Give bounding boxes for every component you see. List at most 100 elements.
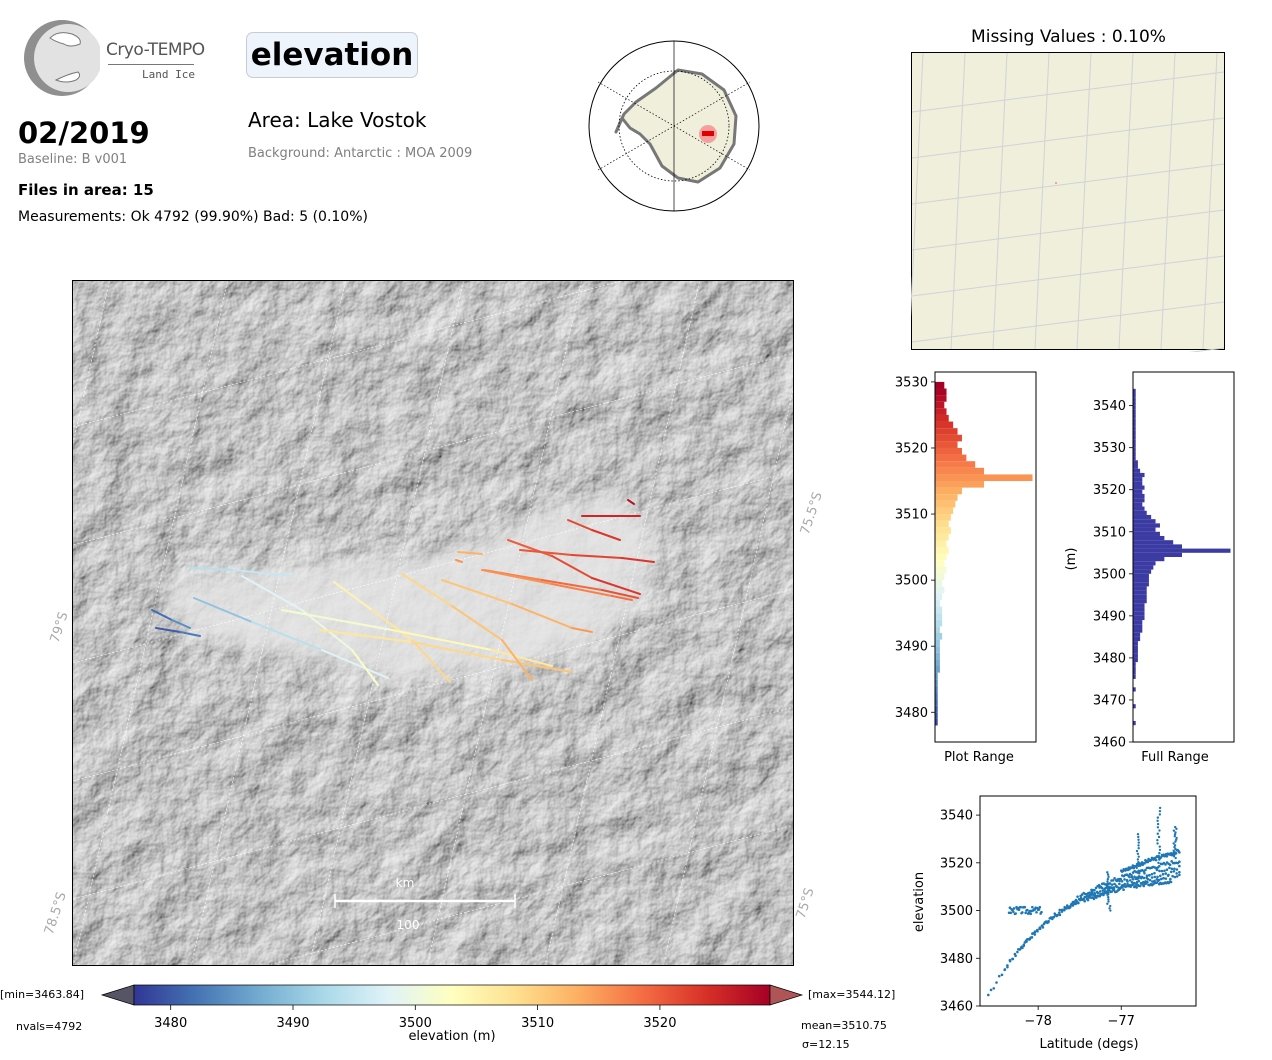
full-range-bar xyxy=(1133,460,1138,465)
scatter-point xyxy=(1172,870,1176,873)
scatter-point xyxy=(1137,847,1140,850)
plot-range-bar xyxy=(935,679,938,686)
scatter-point xyxy=(1107,875,1110,879)
track-8-segment xyxy=(401,573,453,607)
scatter-point xyxy=(1045,920,1048,923)
plot-range-ytick-label: 3510 xyxy=(895,508,928,523)
track-3-segment xyxy=(189,567,235,571)
scatter-point xyxy=(1173,845,1176,849)
scatter-point xyxy=(1037,908,1041,911)
track-16-segment xyxy=(591,529,621,541)
full-range-bar xyxy=(1133,481,1143,486)
plot-range-bar xyxy=(935,712,938,719)
scatter-point xyxy=(1047,919,1050,923)
missing-map-parallel xyxy=(911,209,1225,251)
track-1-segment xyxy=(179,631,201,637)
scatter-point xyxy=(1107,900,1110,903)
full-range-bar xyxy=(1133,599,1147,604)
scatter-point xyxy=(1098,890,1102,893)
scatter-point xyxy=(1128,879,1132,882)
track-2-segment xyxy=(251,621,323,651)
scatter-point xyxy=(987,993,990,997)
scatter-point xyxy=(1150,876,1154,879)
scatter-point xyxy=(1058,908,1062,912)
scatter-point xyxy=(1156,839,1159,842)
scatter-point xyxy=(1123,882,1127,886)
scatter-point xyxy=(1086,898,1090,902)
scatter-point xyxy=(1165,868,1169,871)
scatter-xtick-label: −77 xyxy=(1108,1014,1135,1029)
scatter-point xyxy=(1108,882,1112,885)
scatter-point xyxy=(1164,863,1167,866)
full-range-bar xyxy=(1133,561,1156,566)
scatter-point xyxy=(995,981,998,984)
scatter-point xyxy=(1023,905,1027,909)
track-13-segment xyxy=(481,569,553,585)
plot-range-bar xyxy=(935,626,940,633)
scatter-point xyxy=(1137,844,1140,847)
scatter-point xyxy=(1029,912,1032,916)
plot-range-bar xyxy=(935,381,945,389)
full-range-bar xyxy=(1133,443,1136,448)
full-range-ytick-label: 3480 xyxy=(1093,651,1126,666)
max-value-label: [max=3544.12] xyxy=(808,988,896,1001)
full-range-bar xyxy=(1133,578,1149,583)
full-range-bar xyxy=(1133,489,1143,494)
scatter-point xyxy=(1172,855,1176,858)
track-5-segment xyxy=(333,581,373,611)
scatter-point xyxy=(1158,845,1161,848)
track-3-segment xyxy=(233,569,293,577)
scatter-point xyxy=(1093,888,1096,892)
scatter-point xyxy=(1085,895,1089,898)
missing-map-meridian xyxy=(1076,52,1092,350)
plot-range-bar xyxy=(935,652,940,660)
colorbar-tick-label: 3510 xyxy=(521,1016,554,1031)
scatter-point xyxy=(1173,844,1177,847)
scatter-point xyxy=(1154,858,1158,862)
plot-range-bar xyxy=(935,474,1033,482)
scatter-point xyxy=(1173,825,1177,829)
plot-range-bar xyxy=(935,520,949,528)
scatter-point xyxy=(1076,895,1079,898)
plot-range-xlabel: Plot Range xyxy=(944,750,1014,765)
scatter-point xyxy=(1040,924,1044,928)
scatter-point xyxy=(992,987,996,990)
variable-title: elevation xyxy=(246,32,418,78)
scatter-point xyxy=(1149,858,1153,862)
lake-surface xyxy=(160,492,657,680)
scatter-point xyxy=(1178,870,1181,874)
plot-range-bar xyxy=(935,718,938,726)
full-range-bar xyxy=(1133,674,1136,679)
scatter-point xyxy=(1158,806,1162,810)
track-11-segment xyxy=(455,559,463,563)
scatter-point xyxy=(1018,948,1022,951)
full-range-bar xyxy=(1133,653,1138,658)
scatter-point xyxy=(1173,875,1177,879)
scatter-point xyxy=(1042,922,1046,926)
missing-map-meridian xyxy=(992,52,1008,350)
scatter-point xyxy=(1171,874,1174,878)
full-range-bar xyxy=(1133,422,1136,427)
scatter-point xyxy=(1118,879,1121,883)
full-range-bar xyxy=(1133,456,1136,461)
full-range-bar xyxy=(1133,514,1152,520)
scatter-point xyxy=(1101,889,1105,892)
scatter-point xyxy=(1138,884,1142,888)
full-range-bar xyxy=(1133,393,1136,398)
scatter-frame xyxy=(979,795,1197,1007)
scatter-point xyxy=(1156,826,1160,829)
full-range-bar xyxy=(1133,451,1136,457)
full-range-bar xyxy=(1133,439,1136,444)
scatter-point xyxy=(1157,835,1161,839)
scatter-point xyxy=(1013,952,1017,956)
scatter-point xyxy=(989,988,993,992)
scatter-point xyxy=(1137,835,1140,839)
lat-label-78-5: 78.5°S xyxy=(41,890,70,937)
scatter-point xyxy=(1156,819,1159,823)
min-value-label: [min=3463.84] xyxy=(0,988,85,1001)
scatter-point xyxy=(1157,861,1160,865)
scatter-point xyxy=(1120,879,1124,883)
full-range-bar xyxy=(1133,468,1141,473)
scatter-point xyxy=(1083,895,1086,899)
scatter-point xyxy=(1174,847,1177,851)
